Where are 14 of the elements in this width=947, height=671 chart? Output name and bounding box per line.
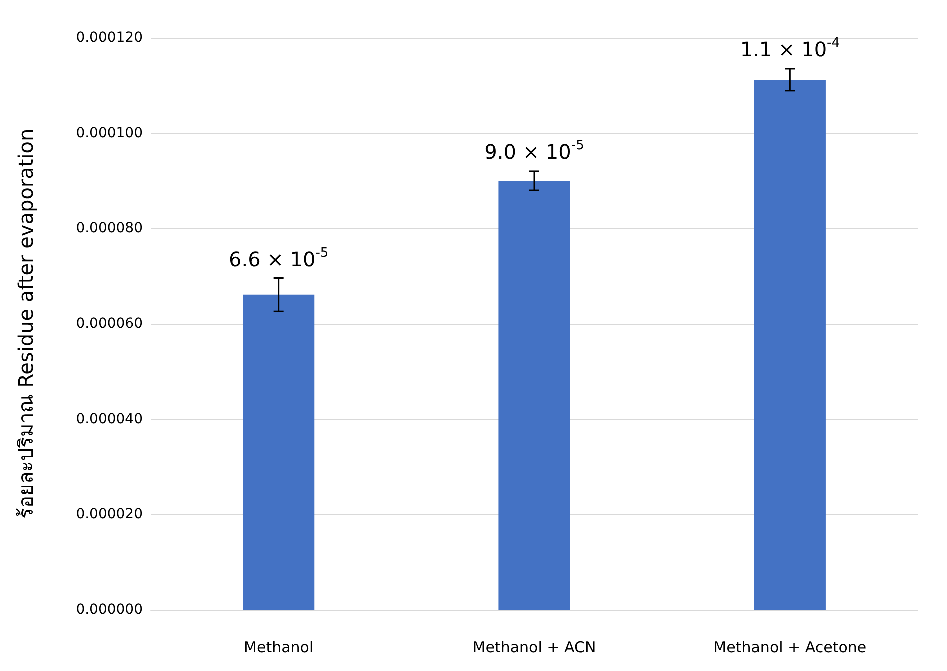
x-tick-label: Methanol + ACN: [472, 638, 596, 656]
y-tick-label: 0.000020: [76, 506, 143, 523]
bar: [243, 294, 315, 610]
y-tick-label: 0.000080: [76, 220, 143, 237]
x-tick-label: Methanol: [244, 638, 314, 656]
y-tick-label: 0.000040: [76, 411, 143, 428]
y-axis-title: ร้อยละปริมาณ Residue after evaporation: [14, 128, 38, 520]
y-tick-label: 0.000060: [76, 316, 143, 332]
bar: [498, 181, 570, 610]
y-tick-label: 0.000120: [76, 30, 143, 46]
x-tick-label: Methanol + Acetone: [714, 638, 867, 656]
y-tick-label: 0.000100: [76, 125, 143, 142]
bar: [754, 80, 826, 610]
y-tick-label: 0.000000: [76, 602, 143, 618]
